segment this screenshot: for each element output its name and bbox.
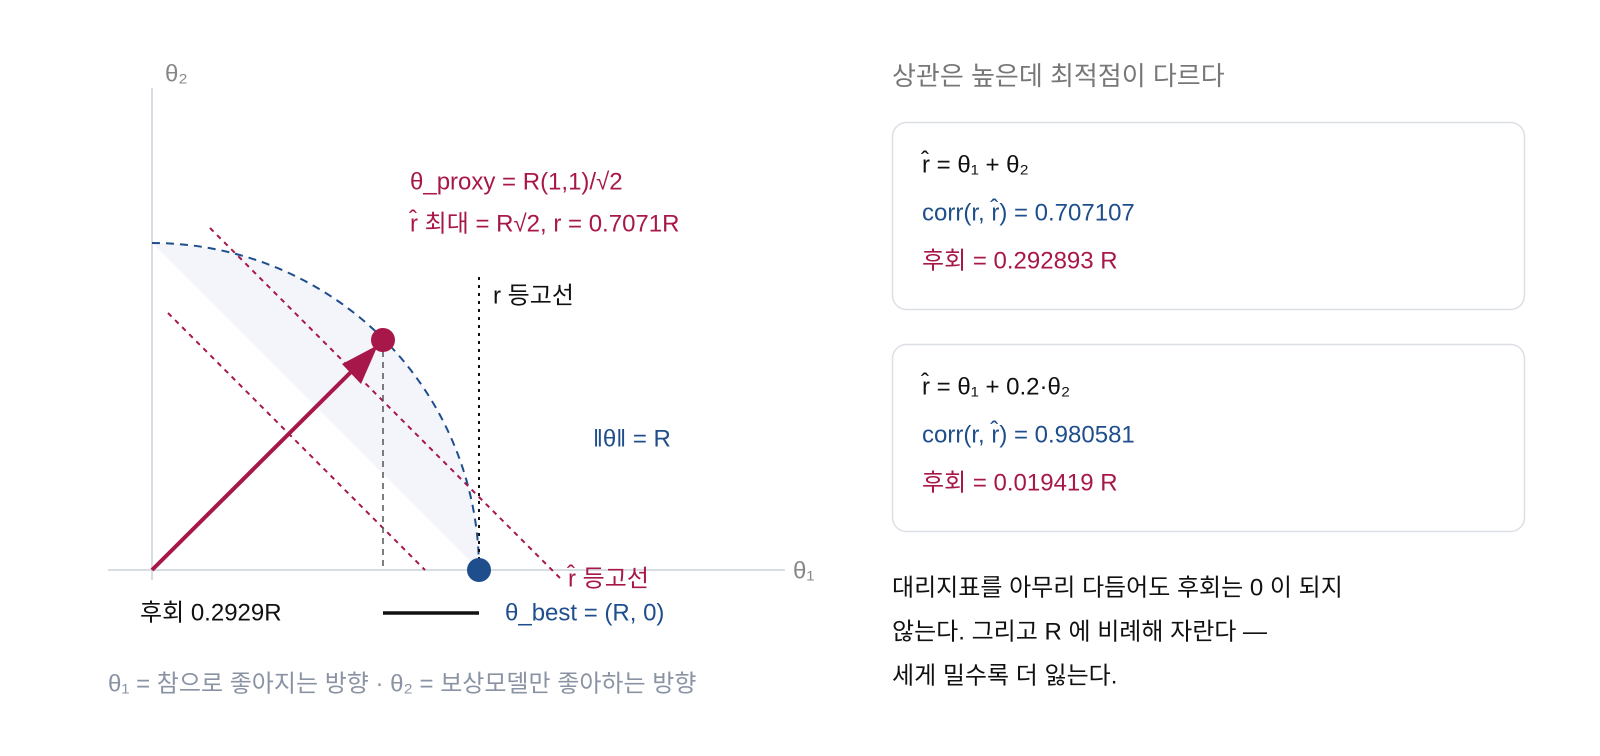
axis-label: θ₂ (165, 60, 188, 87)
label: r 등고선 (493, 282, 574, 309)
formula: r̂ = θ₁ + 0.2·θ₂ (921, 372, 1070, 400)
label: θ_best = (R, 0) (505, 599, 664, 626)
heading: 상관은 높은데 최적점이 다르다 (892, 61, 1225, 91)
regret: 후회 = 0.292893 R (922, 247, 1118, 274)
label: θ_proxy = R(1,1)/√2 (410, 168, 623, 195)
axis-label: θ₁ (793, 557, 814, 584)
conclusion: 대리지표를 아무리 다듬어도 후회는 0 이 되지 (892, 574, 1343, 601)
rhat-contour (167, 312, 426, 571)
regret: 후회 = 0.019419 R (922, 469, 1118, 496)
proxy-point (371, 328, 395, 352)
label: ‖θ‖ = R (593, 425, 671, 452)
label: r̂ 최대 = R√2, r = 0.7071R (409, 209, 680, 237)
best-point (467, 558, 491, 582)
formula: r̂ = θ₁ + θ₂ (921, 150, 1029, 178)
proxy-arrow (150, 361, 362, 572)
caption: θ₁ = 참으로 좋아지는 방향 · θ₂ = 보상모델만 좋아하는 방향 (108, 670, 696, 697)
card (891, 343, 1526, 533)
corr: corr(r, r̂) = 0.707107 (922, 198, 1135, 226)
rhat-contour (209, 227, 561, 579)
panel: 상관은 높은데 최적점이 다르다 r̂ = θ₁ + θ₂ corr(r, r̂… (891, 61, 1526, 689)
conclusion: 않는다. 그리고 R 에 비례해 자란다 — (892, 618, 1267, 645)
conclusion: 세게 밀수록 더 잃는다. (892, 662, 1117, 689)
label: r̂ 등고선 (567, 564, 649, 592)
arrow-head (342, 345, 378, 384)
card (891, 121, 1526, 311)
label: 후회 0.2929R (140, 599, 282, 626)
diagram: θ₂ θ₁ θ_proxy = R(1,1)/√2 r̂ 최대 = R√2, r… (108, 60, 814, 697)
corr: corr(r, r̂) = 0.980581 (922, 420, 1135, 448)
